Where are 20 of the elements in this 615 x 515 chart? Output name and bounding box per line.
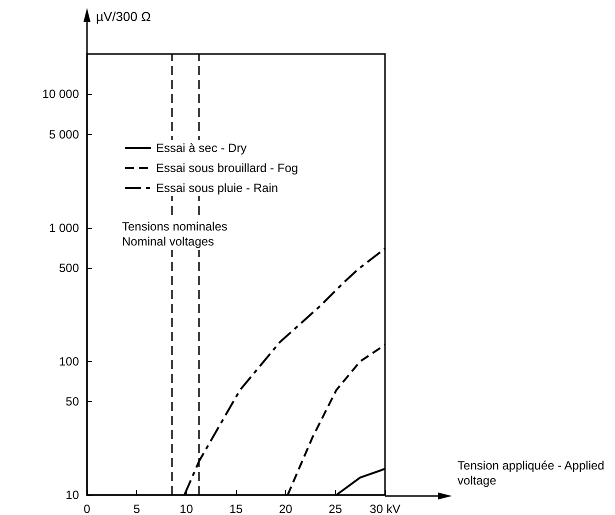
annotation: Tensions nominales Nominal voltages <box>122 220 228 248</box>
x-axis-title: Tension appliquée - Applied voltage <box>458 458 604 488</box>
y-tick-label: 5 000 <box>48 127 80 142</box>
x-tick-label: 5 <box>133 502 140 515</box>
y-axis-title: µV/300 Ω <box>96 9 152 24</box>
y-tick-label: 100 <box>58 354 80 368</box>
y-tick-label: 50 <box>66 394 80 409</box>
x-tick-label: 20 <box>278 502 293 515</box>
x-tick-label: 15 <box>229 502 243 515</box>
legend-label: Essai à sec - Dry <box>156 141 247 155</box>
y-tick-label: 10 000 <box>42 87 80 102</box>
y-tick-label: 1 000 <box>48 220 80 235</box>
x-tick-label: 0 <box>84 502 91 515</box>
legend-label: Essai sous pluie - Rain <box>156 181 278 195</box>
x-tick-label: 25 <box>328 502 342 515</box>
x-tick-label: 10 <box>180 502 194 515</box>
y-tick-label: 10 <box>66 488 80 502</box>
legend-label: Essai sous brouillard - Fog <box>156 161 298 175</box>
x-tick-label: 30 kV <box>370 502 400 515</box>
y-tick-label: 500 <box>58 261 80 276</box>
